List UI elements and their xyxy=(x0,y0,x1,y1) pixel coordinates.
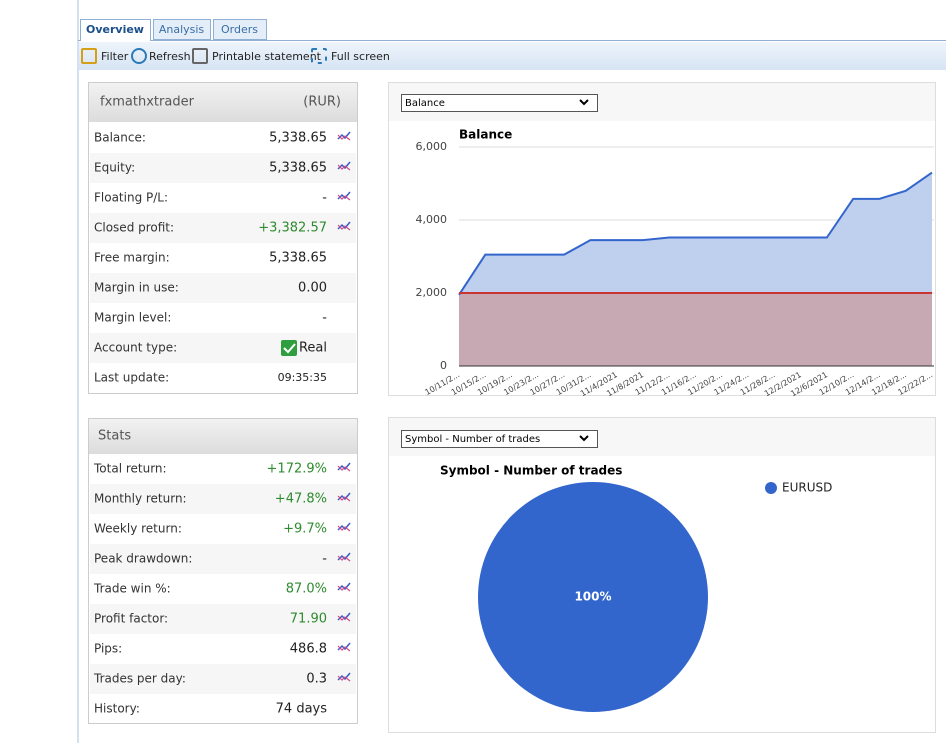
row-label: Balance: xyxy=(94,131,146,145)
toolbar-icon[interactable] xyxy=(81,48,97,64)
panel-header xyxy=(89,83,357,122)
row-label: Pips: xyxy=(94,642,122,656)
stats-title: Stats xyxy=(98,429,131,444)
row-value: 74 days xyxy=(276,702,328,717)
row-bg xyxy=(90,333,356,363)
row-label: Margin level: xyxy=(94,311,171,325)
tab[interactable] xyxy=(213,19,267,40)
tab-label[interactable]: Analysis xyxy=(159,23,205,36)
select-text: Symbol - Number of trades xyxy=(405,434,540,445)
chart-icon[interactable] xyxy=(337,555,351,562)
row-label: Equity: xyxy=(94,161,135,175)
account-title: fxmathxtrader xyxy=(100,95,195,110)
row-bg xyxy=(90,213,356,243)
toolbar xyxy=(79,42,946,70)
row-label: Account type: xyxy=(94,341,177,355)
data-label: 100% xyxy=(574,590,611,604)
tab-cover xyxy=(81,39,150,42)
row-value: 0.00 xyxy=(298,281,327,296)
row-label: Margin in use: xyxy=(94,281,179,295)
row-value: 71.90 xyxy=(290,612,327,627)
account-currency: (RUR) xyxy=(303,95,341,110)
chart-icon[interactable] xyxy=(337,224,351,231)
row-label: Free margin: xyxy=(94,251,170,265)
row-label: Profit factor: xyxy=(94,612,168,626)
row-value: - xyxy=(322,311,327,326)
chart-icon[interactable] xyxy=(337,585,351,592)
row-value: 5,338.65 xyxy=(269,161,327,176)
chart-icon[interactable] xyxy=(337,645,351,652)
row-value: Real xyxy=(299,341,327,356)
row-value: 09:35:35 xyxy=(278,371,327,384)
y-tick-label: 6,000 xyxy=(416,140,448,153)
row-label: Monthly return: xyxy=(94,492,187,506)
row-bg xyxy=(90,544,356,574)
row-bg xyxy=(90,153,356,183)
row-label: Last update: xyxy=(94,371,169,385)
chart-icon[interactable] xyxy=(337,134,351,141)
y-tick-label: 2,000 xyxy=(416,286,448,299)
toolbar-label[interactable]: Full screen xyxy=(331,50,390,63)
toolbar-icon[interactable] xyxy=(131,48,147,64)
row-label: Closed profit: xyxy=(94,221,174,235)
select-arrow xyxy=(579,435,589,442)
row-value: +3,382.57 xyxy=(258,221,327,236)
row-label: Floating P/L: xyxy=(94,191,168,205)
row-label: Trades per day: xyxy=(93,672,186,686)
toolbar-icon[interactable] xyxy=(192,48,208,64)
pie-slice xyxy=(478,482,708,712)
row-label: Trade win %: xyxy=(93,582,171,596)
row-value: 87.0% xyxy=(286,582,327,597)
row-label: Total return: xyxy=(93,462,167,476)
select-arrow xyxy=(579,99,589,106)
row-value: - xyxy=(322,191,327,206)
toolbar-label[interactable]: Refresh xyxy=(149,50,191,63)
row-bg xyxy=(90,604,356,634)
toolbar-label[interactable]: Filter xyxy=(101,50,129,63)
legend-swatch xyxy=(765,482,777,494)
row-value: - xyxy=(322,552,327,567)
chart-icon[interactable] xyxy=(337,675,351,682)
legend-label: EURUSD xyxy=(782,481,832,495)
row-bg xyxy=(90,273,356,303)
y-tick-label: 4,000 xyxy=(416,213,448,226)
row-value: +172.9% xyxy=(267,462,327,477)
row-label: Peak drawdown: xyxy=(94,552,192,566)
chart-icon[interactable] xyxy=(337,194,351,201)
check-mark xyxy=(283,343,296,354)
tab-label[interactable]: Orders xyxy=(221,23,258,36)
row-value: 0.3 xyxy=(306,672,327,687)
check-icon xyxy=(281,340,297,356)
row-value: +9.7% xyxy=(283,522,327,537)
chart-select[interactable] xyxy=(401,94,598,112)
toolbar-label[interactable]: Printable statement xyxy=(212,50,322,63)
chart-title: Symbol - Number of trades xyxy=(440,464,622,478)
line xyxy=(458,171,933,296)
row-value: 486.8 xyxy=(290,642,327,657)
row-value: +47.8% xyxy=(275,492,327,507)
chart-select[interactable] xyxy=(401,430,598,448)
chart-icon[interactable] xyxy=(337,465,351,472)
row-value: 5,338.65 xyxy=(269,131,327,146)
row-bg xyxy=(90,484,356,514)
area xyxy=(459,293,932,366)
tab[interactable] xyxy=(153,19,211,40)
row-value: 5,338.65 xyxy=(269,251,327,266)
row-label: Weekly return: xyxy=(94,522,182,536)
y-tick-label: 0 xyxy=(440,359,447,372)
chart-icon[interactable] xyxy=(337,615,351,622)
chart-title: Balance xyxy=(459,128,512,142)
chart-icon[interactable] xyxy=(337,525,351,532)
panel-header xyxy=(89,419,357,454)
toolbar-icon[interactable] xyxy=(311,48,327,64)
tab-label[interactable]: Overview xyxy=(86,23,144,36)
row-label: History: xyxy=(94,702,140,716)
chart-icon[interactable] xyxy=(337,495,351,502)
chart-icon[interactable] xyxy=(337,164,351,171)
row-bg xyxy=(90,664,356,694)
select-text: Balance xyxy=(405,98,445,109)
